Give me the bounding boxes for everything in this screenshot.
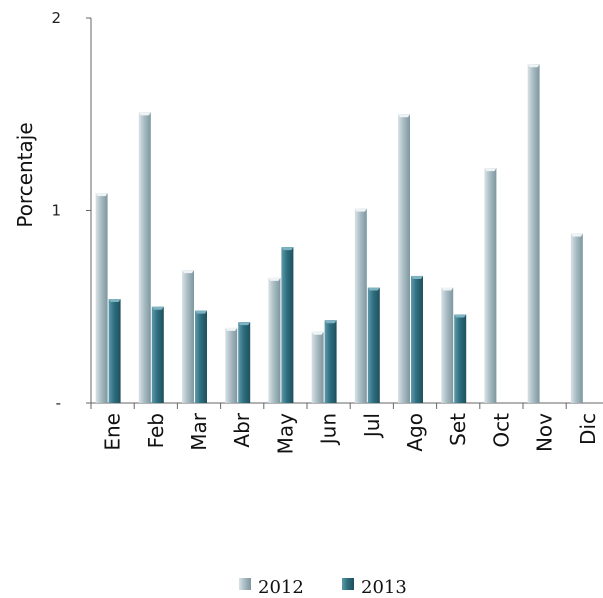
bar-cap: [367, 287, 380, 291]
y-tick-label: -: [56, 394, 61, 412]
legend: 2012 2013: [239, 577, 407, 598]
bar-2012-may: [268, 277, 281, 403]
bar-2012-oct: [484, 168, 497, 403]
bar-2012-mar: [182, 270, 194, 403]
bar-cap: [225, 327, 238, 331]
bar-2013-jun: [324, 320, 337, 403]
bar-2012-abr: [225, 327, 238, 403]
bar-2013-abr: [238, 322, 251, 403]
bar-cap: [95, 193, 108, 197]
x-ticks: [90, 403, 567, 409]
legend-label-2013: 2013: [361, 577, 407, 598]
category-label-set: Set: [446, 413, 470, 446]
bar-cap: [311, 331, 324, 335]
category-label-jul: Jul: [360, 413, 384, 439]
category-label-may: May: [273, 413, 297, 455]
y-tick-label: 1: [51, 202, 61, 220]
bar-cap: [484, 168, 497, 172]
bar-cap: [182, 270, 194, 274]
bar-cap: [398, 114, 410, 118]
bar-cap: [441, 287, 454, 291]
category-labels: Ene Feb Mar Abr May Jun Jul Ago Set Oct Nov Dic: [101, 412, 600, 454]
bar-cap: [238, 322, 251, 326]
bar-2012-dic: [570, 233, 583, 403]
bar-2013-feb: [151, 306, 164, 403]
bar-cap: [454, 314, 467, 318]
bar-cap: [138, 112, 151, 116]
bar-cap: [570, 233, 583, 237]
category-label-abr: Abr: [230, 412, 254, 447]
y-tick-label: 2: [51, 9, 61, 27]
bar-2012-ago: [398, 114, 410, 403]
category-label-ago: Ago: [403, 413, 427, 452]
bar-2012-set: [441, 287, 454, 403]
bar-2012-jun: [311, 331, 324, 403]
y-axis-title: Porcentaje: [13, 122, 37, 227]
bar-2013-ago: [411, 275, 423, 403]
bar-cap: [151, 306, 164, 310]
category-label-jun: Jun: [317, 413, 341, 446]
bar-2013-jul: [367, 287, 380, 403]
bar-2013-set: [454, 314, 467, 403]
bar-cap: [354, 208, 367, 212]
bar-cap: [411, 275, 423, 279]
bar-cap: [108, 299, 121, 303]
y-ticks: - 1 2: [51, 9, 91, 412]
category-label-feb: Feb: [144, 413, 168, 448]
category-label-ene: Ene: [101, 413, 125, 451]
legend-swatch-2012: [239, 578, 251, 590]
bar-2012-jul: [354, 208, 367, 403]
category-label-oct: Oct: [489, 413, 513, 448]
bar-cap: [281, 247, 294, 251]
bar-2013-ene: [108, 299, 121, 403]
bar-cap: [527, 64, 540, 68]
bar-2012-nov: [527, 64, 540, 403]
bar-2013-mar: [195, 310, 207, 403]
bar-2013-may: [281, 247, 294, 403]
bar-cap: [195, 310, 207, 314]
legend-swatch-2013: [342, 578, 354, 590]
category-label-nov: Nov: [533, 413, 557, 452]
bar-cap: [324, 320, 337, 324]
bars: [95, 64, 583, 403]
bar-2012-ene: [95, 193, 108, 403]
legend-label-2012: 2012: [258, 577, 304, 598]
category-label-mar: Mar: [187, 412, 211, 451]
bar-2012-feb: [138, 112, 151, 403]
bar-cap: [268, 277, 281, 281]
category-label-dic: Dic: [576, 413, 600, 445]
